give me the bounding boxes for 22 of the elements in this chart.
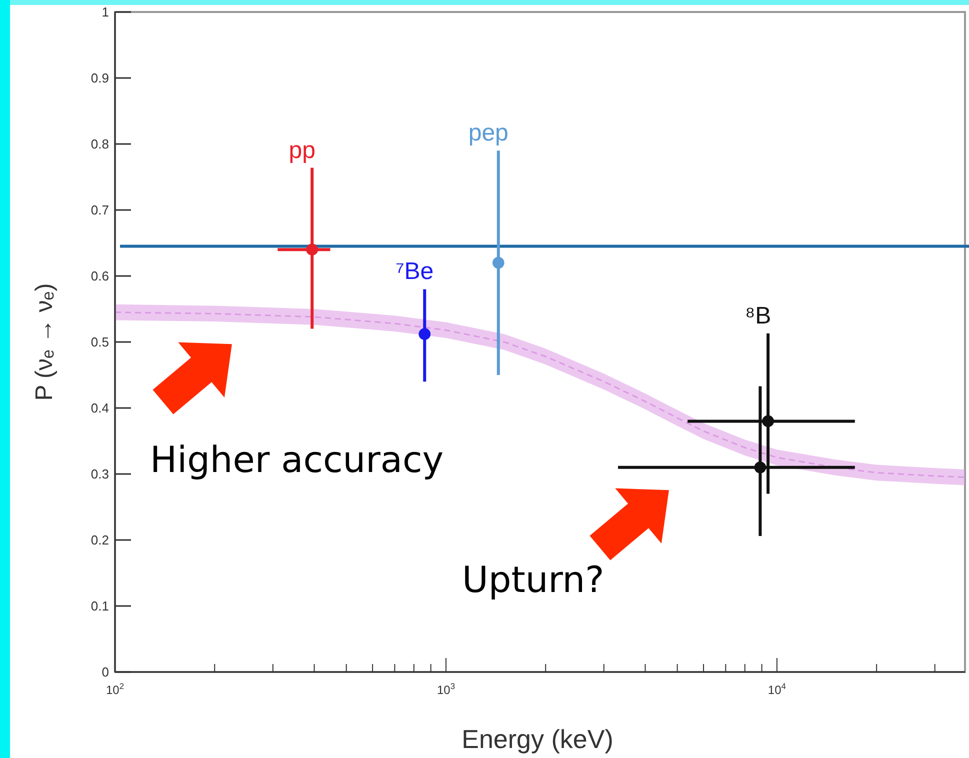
y-tick-label: 0.5 bbox=[90, 334, 109, 350]
y-axis-title: P (νₑ → νₑ) bbox=[31, 283, 58, 401]
y-tick-label: 0.3 bbox=[90, 466, 109, 482]
y-tick-label: 0.6 bbox=[90, 268, 109, 284]
series-label: ⁷Be bbox=[396, 258, 434, 286]
text: pp bbox=[288, 136, 316, 164]
y-tick-label: 0.9 bbox=[90, 70, 109, 86]
annotation: Upturn? bbox=[462, 560, 604, 601]
y-tick-label: 0 bbox=[102, 664, 109, 680]
y-tick-label: 0.8 bbox=[90, 136, 109, 152]
y-tick-label: 0.2 bbox=[90, 532, 109, 548]
y-tick-label: 0.7 bbox=[90, 202, 109, 218]
x-tick-label: 10$^{3}$ bbox=[436, 681, 456, 697]
x-axis-title: Energy (keV) bbox=[462, 724, 614, 754]
annotation: Higher accuracy bbox=[150, 440, 444, 481]
y-tick-label: 0.1 bbox=[90, 598, 109, 614]
y-tick-label: 0.4 bbox=[90, 400, 109, 416]
text: ⁸B bbox=[744, 302, 772, 330]
y-tick-label: 1 bbox=[102, 4, 109, 20]
x-tick-label: 10$^{2}$ bbox=[106, 681, 124, 697]
text: pep bbox=[468, 120, 508, 147]
x-tick-label: 10$^{4}$ bbox=[768, 681, 786, 697]
